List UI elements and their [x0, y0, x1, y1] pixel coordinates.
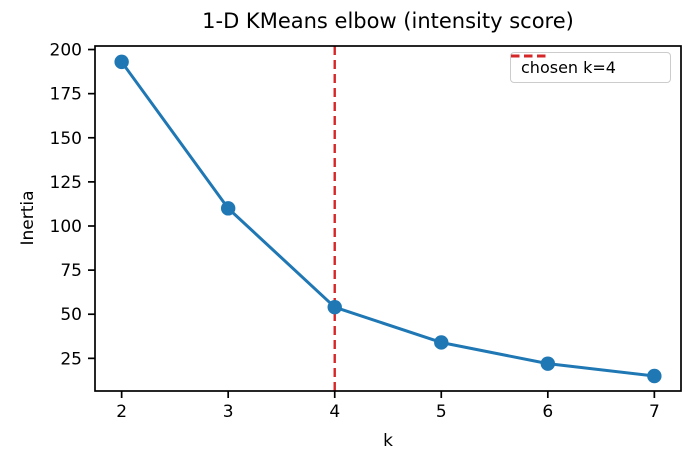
- data-point: [647, 368, 662, 384]
- y-tick-label: 150: [50, 129, 82, 149]
- chart-title: 1-D KMeans elbow (intensity score): [202, 9, 574, 33]
- legend-label: chosen k=4: [521, 58, 616, 77]
- x-tick-label: 6: [542, 402, 553, 422]
- x-tick-label: 2: [116, 402, 127, 422]
- legend-dash-icon: [511, 54, 547, 58]
- legend: chosen k=4: [510, 52, 671, 83]
- y-tick-label: 25: [60, 349, 82, 369]
- y-axis-label: Inertia: [18, 190, 38, 246]
- y-tick-label: 100: [50, 217, 82, 237]
- data-point: [540, 356, 556, 371]
- y-tick-label: 175: [50, 85, 82, 105]
- inertia-line: [120, 60, 656, 378]
- y-tick-label: 200: [50, 41, 82, 61]
- axes-spines: [94, 45, 682, 392]
- x-axis-label: k: [383, 431, 393, 451]
- x-tick-label: 5: [436, 402, 447, 422]
- data-point: [220, 201, 236, 216]
- y-tick-label: 50: [60, 305, 82, 325]
- data-point: [114, 54, 129, 70]
- y-tick-label: 125: [50, 173, 82, 193]
- x-tick-label: 7: [649, 402, 660, 422]
- x-tick-label: 4: [329, 402, 340, 422]
- y-tick-label: 75: [60, 261, 82, 281]
- x-tick-label: 3: [223, 402, 234, 422]
- data-point: [327, 299, 342, 315]
- data-point: [434, 335, 449, 350]
